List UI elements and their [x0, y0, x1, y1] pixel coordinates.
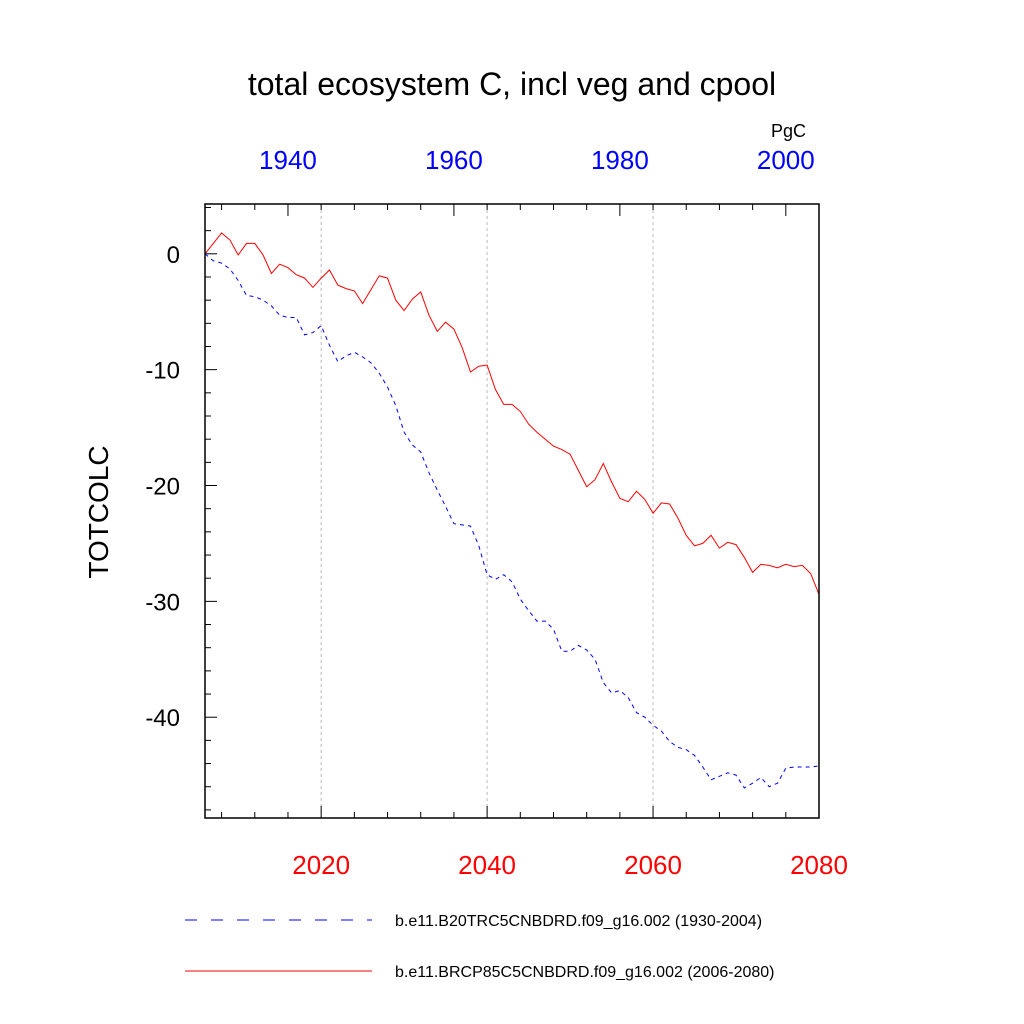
legend-label-historical: b.e11.B20TRC5CNBDRD.f09_g16.002 (1930-20… — [395, 913, 762, 930]
top-tick-label: 1960 — [425, 145, 483, 175]
axis-ticks: 2020 2040 2060 2080 1940 1960 1980 2000 0 -10 -20 -… — [145, 145, 848, 880]
y-axis-label: TOTCOLC — [83, 445, 114, 578]
series-line-rcp85 — [204, 232, 820, 595]
bottom-tick-label: 2060 — [624, 850, 682, 880]
grid-lines — [320, 204, 654, 818]
y-tick-label: -10 — [145, 358, 180, 385]
top-tick-label: 1980 — [591, 145, 649, 175]
y-tick-label: 0 — [167, 242, 180, 269]
series-line-historical — [204, 253, 820, 789]
y-tick-label: -30 — [145, 589, 180, 616]
bottom-tick-label: 2080 — [790, 850, 848, 880]
legend: b.e11.B20TRC5CNBDRD.f09_g16.002 (1930-20… — [185, 913, 774, 981]
top-tick-label: 2000 — [757, 145, 815, 175]
series-layer — [204, 232, 820, 789]
top-tick-label: 1940 — [259, 145, 317, 175]
chart-title: total ecosystem C, incl veg and cpool — [248, 66, 776, 102]
y-tick-label: -40 — [145, 705, 180, 732]
legend-label-rcp85: b.e11.BRCP85C5CNBDRD.f09_g16.002 (2006-2… — [395, 964, 774, 981]
y-tick-label: -20 — [145, 474, 180, 501]
plot-frame — [204, 203, 820, 819]
units-label: PgC — [771, 121, 806, 141]
bottom-tick-label: 2040 — [458, 850, 516, 880]
bottom-tick-label: 2020 — [292, 850, 350, 880]
